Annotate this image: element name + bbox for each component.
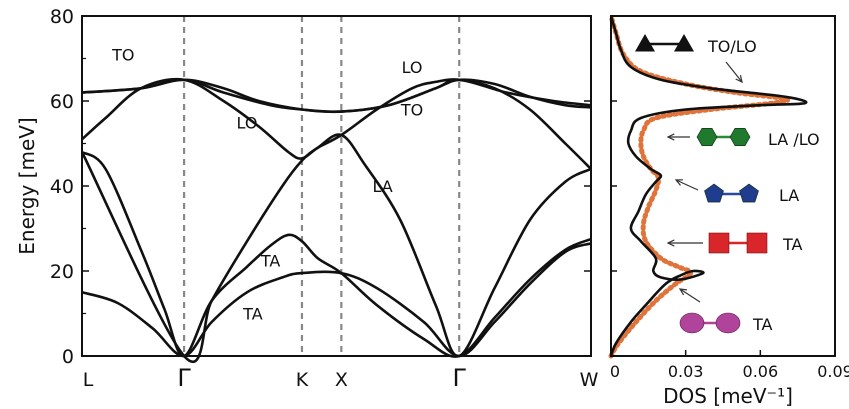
pointer-arrow xyxy=(679,288,701,303)
mode-label: LA /LO xyxy=(768,130,820,149)
branch-label: TA xyxy=(260,251,281,270)
y-tick-label: 0 xyxy=(62,346,74,368)
high-symmetry-lines xyxy=(182,16,461,356)
square-marker xyxy=(708,232,730,254)
mode-legend: TO/LO LA /LO LA TA TA xyxy=(635,34,820,334)
path-point-label: L xyxy=(83,369,94,391)
dos-chart: 0 0.03 0.06 0.09 TO/LO LA /LO LA TA TA DOS [meV… xyxy=(608,13,849,408)
x-tick-label: 0 xyxy=(610,362,620,381)
dispersion-frame xyxy=(81,15,592,357)
triangle-marker xyxy=(635,34,655,52)
arrow-head xyxy=(674,179,684,186)
branch-labels: TO LO TA TA LA LO TO xyxy=(111,45,423,323)
mode-label: LA xyxy=(779,186,799,205)
path-point-label: W xyxy=(580,369,599,391)
pointer-arrow xyxy=(725,61,743,83)
energy-ticks: 0 20 40 60 80 xyxy=(50,6,591,368)
path-point-label: K xyxy=(296,369,309,391)
branch-label: LA xyxy=(372,177,392,196)
dos-solid-curve xyxy=(609,15,808,357)
pointer-arrow xyxy=(675,179,699,191)
mode-label: TA xyxy=(782,235,803,254)
dispersion-branch xyxy=(81,242,592,358)
branch-label: TA xyxy=(242,305,263,324)
y-axis-label: Energy [meV] xyxy=(15,117,39,254)
mode-label: TO/LO xyxy=(707,37,757,56)
arrow-head xyxy=(666,239,675,247)
y-tick-label: 40 xyxy=(50,176,74,198)
branch-label: TO xyxy=(400,101,423,120)
dispersion-branch xyxy=(81,78,592,114)
mode-label: TA xyxy=(752,315,773,334)
branch-label: LO xyxy=(402,58,423,77)
circle-marker xyxy=(679,312,705,334)
dispersion-chart: 0 20 40 60 80 L Γ K X Γ W TO LO TA TA LA LO TO Energy [… xyxy=(15,6,599,392)
hexagon-marker xyxy=(729,128,751,146)
dos-dotted-curve xyxy=(608,13,791,359)
x-tick-label: 0.09 xyxy=(817,362,849,381)
y-tick-label: 20 xyxy=(50,261,74,283)
hexagon-marker xyxy=(696,128,718,146)
x-tick-label: 0.06 xyxy=(743,362,779,381)
y-tick-label: 60 xyxy=(50,91,74,113)
pentagon-marker xyxy=(739,183,759,203)
pentagon-marker xyxy=(704,183,724,203)
x-axis-label: DOS [meV⁻¹] xyxy=(663,384,793,408)
dos-ticks: 0 0.03 0.06 0.09 xyxy=(610,15,849,381)
path-point-label: X xyxy=(335,369,348,391)
arrow-head xyxy=(678,288,688,296)
x-tick-label: 0.03 xyxy=(668,362,704,381)
path-point-label: Γ xyxy=(177,364,191,392)
dispersion-branch xyxy=(81,77,592,170)
dispersion-branch xyxy=(81,150,592,358)
circle-marker xyxy=(715,312,741,334)
square-marker xyxy=(746,232,768,254)
dispersion-curves xyxy=(80,77,592,364)
triangle-marker xyxy=(674,34,694,52)
arrow-head xyxy=(666,133,675,141)
branch-label: TO xyxy=(111,45,134,64)
branch-label: LO xyxy=(237,113,258,132)
arrow-head xyxy=(735,75,743,84)
path-point-label: Γ xyxy=(453,364,467,392)
y-tick-label: 80 xyxy=(50,6,74,28)
dos-curves xyxy=(608,13,808,359)
dispersion-branch xyxy=(80,133,592,364)
